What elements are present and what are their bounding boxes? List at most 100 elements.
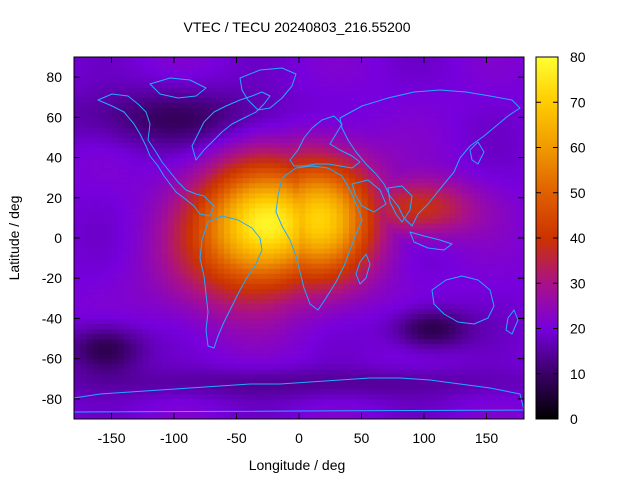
heatmap-cell [330,232,338,239]
heatmap-cell [305,253,313,259]
heatmap-cell [455,243,463,249]
heatmap-cell [330,393,338,400]
heatmap-cell [330,82,338,88]
heatmap-cell [111,232,119,239]
heatmap-cell [292,313,300,320]
heatmap-cell [492,278,500,284]
heatmap-cell [417,112,425,118]
heatmap-cell [261,157,269,164]
heatmap-cell [355,383,363,390]
heatmap-cell [149,182,156,189]
heatmap-cell [392,222,400,229]
heatmap-cell [205,253,213,259]
heatmap-cell [449,413,456,419]
heatmap-cell [142,97,150,103]
heatmap-cell [105,137,113,144]
heatmap-cell [211,112,219,118]
heatmap-cell [99,253,106,259]
heatmap-cell [442,207,450,214]
heatmap-cell [224,338,231,345]
heatmap-cell [424,137,431,144]
heatmap-cell [449,77,456,83]
heatmap-cell [324,187,331,194]
heatmap-cell [105,217,113,224]
heatmap-cell [280,167,288,174]
heatmap-cell [161,197,169,204]
heatmap-cell [267,263,275,269]
heatmap-cell [255,253,263,259]
heatmap-cell [467,378,475,385]
heatmap-cell [380,222,388,229]
heatmap-cell [424,152,431,159]
heatmap-cell [180,343,188,350]
heatmap-cell [417,408,425,415]
heatmap-cell [299,393,306,400]
heatmap-cell [167,238,175,244]
heatmap-cell [105,343,113,350]
heatmap-cell [342,57,350,63]
heatmap-cell [361,227,369,234]
heatmap-cell [330,107,338,113]
heatmap-cell [336,313,344,320]
heatmap-cell [311,398,319,405]
heatmap-cell [324,363,331,370]
heatmap-cell [142,222,150,229]
heatmap-cell [361,57,369,63]
heatmap-cell [180,258,188,264]
heatmap-cell [80,137,88,144]
heatmap-cell [411,393,419,400]
heatmap-cell [374,328,381,335]
heatmap-cell [155,112,163,118]
heatmap-cell [430,62,438,68]
heatmap-cell [367,107,375,113]
heatmap-cell [436,177,444,184]
heatmap-cell [224,248,231,254]
heatmap-cell [430,97,438,103]
heatmap-cell [386,263,394,269]
heatmap-cell [311,57,319,63]
heatmap-cell [142,132,150,139]
heatmap-cell [436,328,444,335]
heatmap-cell [192,182,200,189]
heatmap-cell [205,62,213,68]
heatmap-cell [486,77,494,83]
heatmap-cell [299,62,306,68]
heatmap-cell [455,192,463,199]
heatmap-cell [130,348,138,355]
heatmap-cell [424,338,431,345]
heatmap-cell [261,117,269,123]
heatmap-cell [242,368,250,375]
heatmap-cell [336,248,344,254]
heatmap-cell [236,182,244,189]
heatmap-cell [505,353,513,360]
heatmap-cell [99,92,106,98]
heatmap-cell [349,393,356,400]
heatmap-cell [142,122,150,128]
heatmap-cell [380,258,388,264]
heatmap-cell [130,413,138,419]
heatmap-cell [467,403,475,410]
heatmap-cell [317,77,325,83]
heatmap-cell [305,403,313,410]
heatmap-cell [292,278,300,284]
heatmap-cell [242,413,250,419]
heatmap-cell [417,343,425,350]
heatmap-cell [105,273,113,279]
heatmap-cell [292,403,300,410]
heatmap-cell [467,258,475,264]
heatmap-cell [380,182,388,189]
heatmap-cell [392,107,400,113]
heatmap-cell [286,77,294,83]
heatmap-cell [105,182,113,189]
heatmap-cell [274,383,281,390]
heatmap-cell [399,112,406,118]
heatmap-cell [117,253,125,259]
heatmap-cell [261,72,269,78]
heatmap-cell [342,248,350,254]
heatmap-cell [374,393,381,400]
heatmap-cell [99,207,106,214]
heatmap-cell [149,243,156,249]
heatmap-cell [205,413,213,419]
heatmap-cell [449,227,456,234]
heatmap-cell [399,243,406,249]
